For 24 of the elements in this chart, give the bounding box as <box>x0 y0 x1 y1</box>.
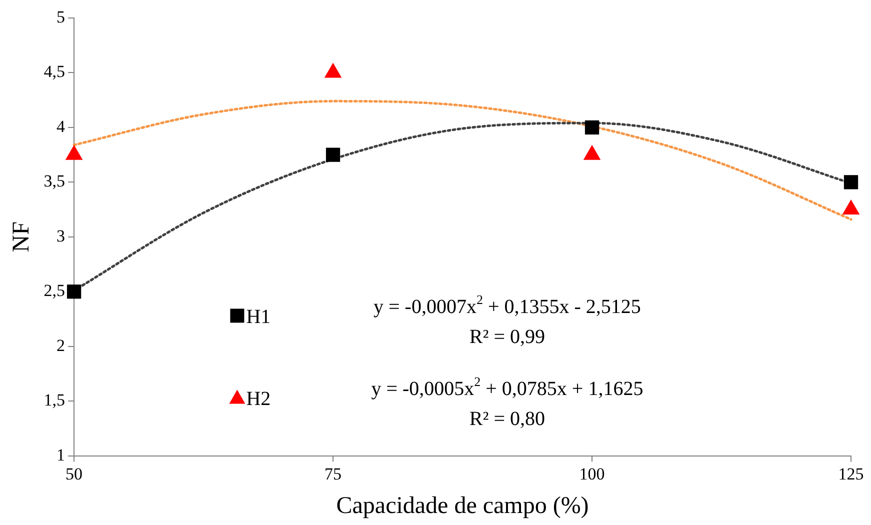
x-tick-label: 100 <box>579 464 605 484</box>
y-axis-title: NF <box>8 222 35 252</box>
annotation: R² = 0,80 <box>469 408 546 430</box>
annotation: R² = 0,99 <box>469 326 546 348</box>
point <box>66 284 82 299</box>
x-tick-label: 75 <box>324 464 342 484</box>
legend-label: H1 <box>246 306 271 328</box>
y-tick-label: 1,5 <box>44 390 66 410</box>
x-tick-label: 50 <box>66 464 83 484</box>
point <box>65 144 83 160</box>
point <box>583 144 601 160</box>
y-tick-label: 1 <box>56 445 66 464</box>
y-tick-label: 2,5 <box>44 281 66 300</box>
y-tick-label: 3 <box>56 226 66 246</box>
y-tick-label: 2 <box>56 336 66 355</box>
x-tick-label: 125 <box>838 464 864 484</box>
y-tick-label: 4,5 <box>44 62 66 82</box>
y-tick-label: 3,5 <box>44 172 66 191</box>
y-tick-label: 4 <box>56 116 66 136</box>
y-tick-label: 5 <box>56 7 66 26</box>
point <box>842 200 860 215</box>
x-axis-title: Capacidade de campo (%) <box>336 492 589 519</box>
legend-label: H2 <box>246 388 271 410</box>
point <box>324 62 342 78</box>
